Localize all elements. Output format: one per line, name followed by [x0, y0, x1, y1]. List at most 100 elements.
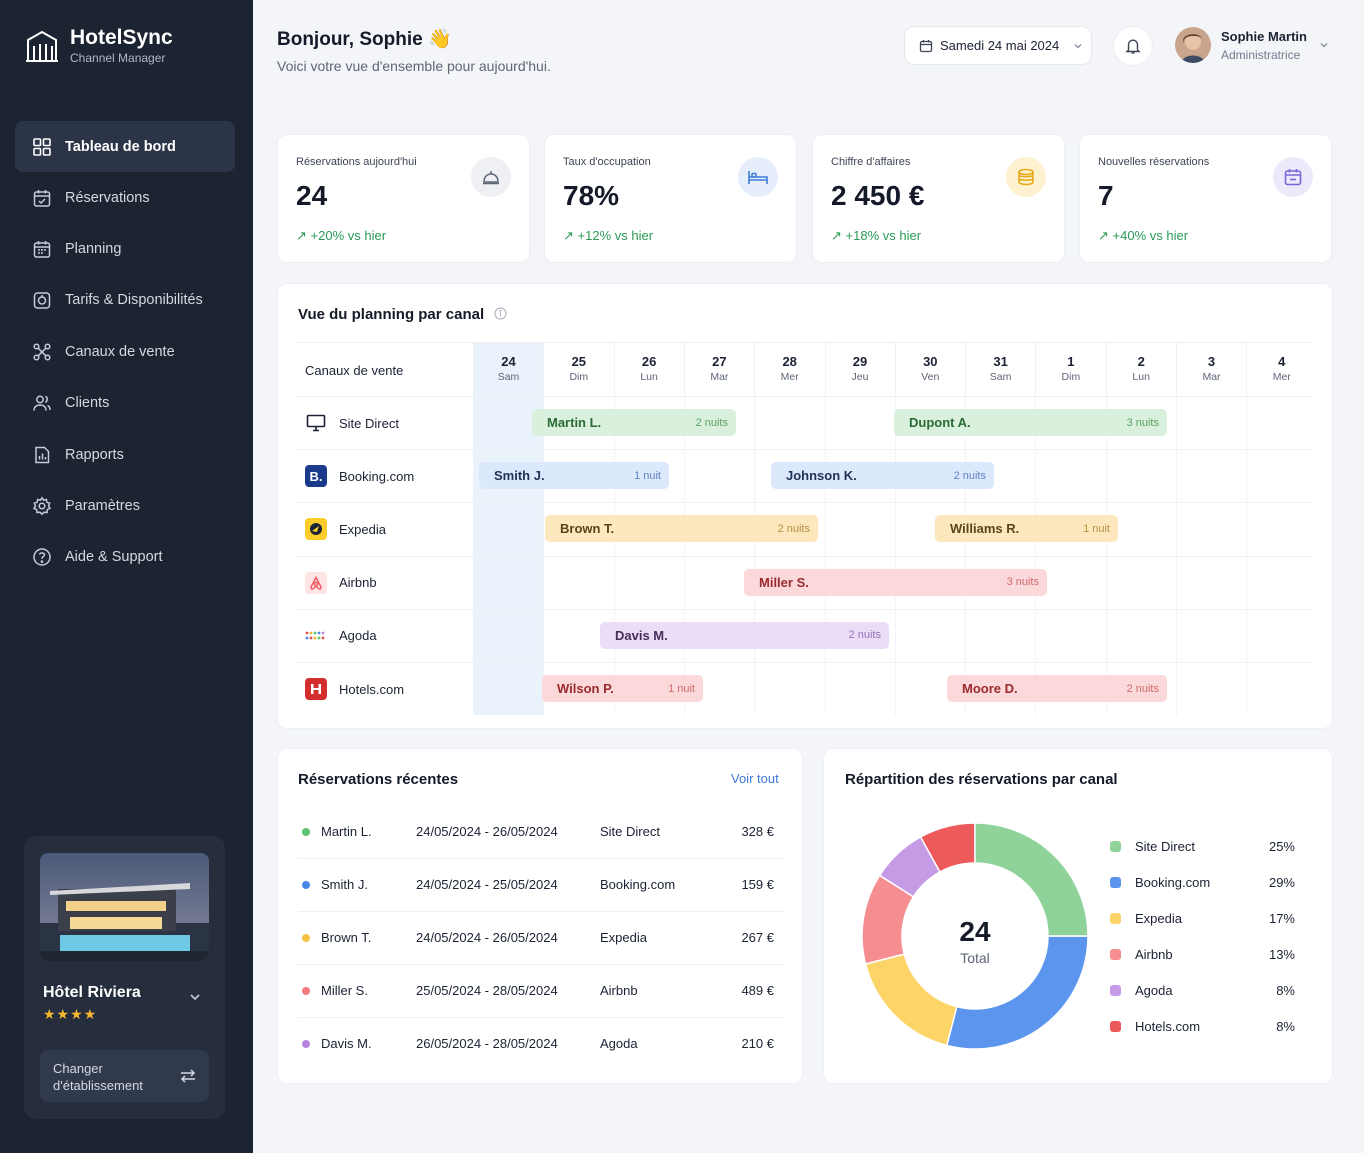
nav-label: Canaux de vente: [65, 343, 175, 360]
grid-row-line: [296, 608, 1314, 610]
current-date: Samedi 24 mai 2024: [940, 38, 1060, 53]
reservation-row[interactable]: Miller S. 25/05/2024 - 28/05/2024 Airbnb 48…: [298, 965, 784, 1018]
reservation-dates: 24/05/2024 - 26/05/2024: [416, 824, 558, 839]
greeting-title: Bonjour, Sophie 👋: [277, 29, 452, 50]
channel-row-label[interactable]: Site Direct: [305, 412, 399, 434]
info-icon[interactable]: [494, 307, 507, 320]
nav-item-channels[interactable]: Canaux de vente: [15, 326, 235, 377]
channel-row-label[interactable]: B. Booking.com: [305, 465, 415, 488]
grid-row-line: [296, 555, 1314, 557]
recent-title: Réservations récentes: [298, 771, 459, 788]
grid-column-line: [1176, 396, 1177, 715]
chevron-down-icon[interactable]: [1318, 39, 1330, 51]
booking-bar[interactable]: Martin L. 2 nuits: [532, 409, 736, 436]
day-name: Lun: [1132, 371, 1150, 383]
nav-label: Tableau de bord: [65, 138, 176, 155]
nav-item-settings[interactable]: Paramètres: [15, 480, 235, 531]
coins-icon: [1006, 157, 1046, 197]
expedia-icon: [305, 518, 327, 541]
user-name[interactable]: Sophie Martin: [1221, 29, 1307, 44]
channel-name: Site Direct: [339, 415, 399, 431]
reservation-row[interactable]: Smith J. 24/05/2024 - 25/05/2024 Booking.c…: [298, 859, 784, 912]
sidebar: HotelSync Channel Manager Tableau de bor…: [0, 0, 253, 1153]
channel-row-label[interactable]: Expedia: [305, 518, 386, 541]
day-name: Jeu: [851, 371, 869, 383]
view-all-link[interactable]: Voir tout: [731, 771, 779, 786]
nav-item-dashboard[interactable]: Tableau de bord: [15, 121, 235, 172]
channel-name: Expedia: [339, 521, 386, 537]
day-name: Ven: [921, 371, 940, 383]
day-name: Dim: [1061, 371, 1081, 383]
kpi-value: 24: [296, 180, 328, 211]
nav-label: Clients: [65, 395, 110, 412]
calendar-icon: [919, 39, 933, 52]
day-name: Mer: [1272, 371, 1291, 383]
booking-bar[interactable]: Brown T. 2 nuits: [545, 515, 818, 543]
reservation-row[interactable]: Davis M. 26/05/2024 - 28/05/2024 Agoda 210 …: [298, 1018, 784, 1071]
reservation-row[interactable]: Brown T. 24/05/2024 - 26/05/2024 Expedia 26…: [298, 912, 784, 965]
nav-item-rates[interactable]: Tarifs & Disponibilités: [15, 275, 235, 326]
day-header: 29 Jeu: [824, 342, 895, 396]
reservation-channel: Site Direct: [600, 824, 660, 839]
reservation-guest: Martin L.: [321, 824, 372, 839]
booking-bar[interactable]: Williams R. 1 nuit: [935, 515, 1118, 543]
channel-row-label[interactable]: Airbnb: [305, 571, 377, 594]
users-icon: [33, 395, 51, 411]
calendar-icon: [33, 241, 51, 258]
notifications-button[interactable]: [1113, 26, 1153, 66]
booking-bar[interactable]: Johnson K. 2 nuits: [771, 462, 994, 490]
donut-slice[interactable]: [945, 935, 1089, 1050]
day-number: 27: [712, 354, 727, 369]
booking-guest: Davis M.: [615, 627, 668, 643]
avatar[interactable]: [1175, 27, 1211, 63]
channel-name: Airbnb: [339, 575, 377, 591]
channel-name: Booking.com: [339, 468, 415, 484]
booking-nights: 3 nuits: [1126, 416, 1159, 429]
kpi-card-new-reservations: Nouvelles réservations 7 ↗ +40% vs hier: [1079, 134, 1332, 263]
kpi-label: Chiffre d'affaires: [831, 156, 911, 168]
booking-bar[interactable]: Davis M. 2 nuits: [600, 621, 889, 649]
donut-slice[interactable]: [861, 874, 915, 966]
day-number: 2: [1137, 354, 1145, 369]
kpi-label: Réservations aujourd'hui: [296, 156, 417, 168]
grid-column-line: [824, 396, 826, 715]
booking-bar[interactable]: Smith J. 1 nuit: [479, 462, 669, 490]
reservation-guest: Davis M.: [321, 1036, 372, 1051]
booking-bar[interactable]: Dupont A. 3 nuits: [894, 409, 1167, 436]
kpi-trend: ↗ +12% vs hier: [563, 228, 654, 243]
date-selector[interactable]: Samedi 24 mai 2024: [904, 26, 1092, 65]
donut-slice[interactable]: [878, 835, 941, 898]
donut-slice[interactable]: [974, 822, 1089, 937]
reservation-amount: 210 €: [741, 1036, 774, 1051]
booking-bar[interactable]: Wilson P. 1 nuit: [542, 675, 703, 702]
nav-item-reports[interactable]: Rapports: [15, 429, 235, 480]
switch-label: Changer: [53, 1061, 103, 1076]
nav-item-clients[interactable]: Clients: [15, 378, 235, 429]
day-header: 30 Ven: [894, 342, 965, 396]
legend-label: Airbnb: [1135, 947, 1173, 962]
day-name: Mer: [780, 371, 799, 383]
booking-nights: 3 nuits: [1006, 576, 1039, 589]
booking-nights: 2 nuits: [777, 522, 810, 535]
switch-establishment-button[interactable]: Changer d'établissement: [40, 1050, 209, 1102]
nav-item-planning[interactable]: Planning: [15, 223, 235, 274]
nav-item-reservations[interactable]: Réservations: [15, 172, 235, 223]
brand[interactable]: HotelSync Channel Manager: [24, 26, 173, 66]
hotel-name: Hôtel Riviera: [43, 984, 141, 1001]
grid-row-line: [296, 449, 1314, 451]
legend-label: Hotels.com: [1135, 1019, 1201, 1034]
donut-slice[interactable]: [864, 953, 958, 1047]
nav-label: Planning: [65, 241, 122, 258]
reservation-row[interactable]: Martin L. 24/05/2024 - 26/05/2024 Site Dir…: [298, 806, 784, 859]
nav-item-help[interactable]: Aide & Support: [15, 532, 235, 583]
legend-label: Booking.com: [1135, 875, 1211, 890]
booking-bar[interactable]: Moore D. 2 nuits: [947, 675, 1167, 702]
channel-row-label[interactable]: Agoda: [305, 625, 377, 647]
grid-column-line: [683, 396, 685, 715]
day-name: Dim: [569, 371, 589, 383]
booking-bar[interactable]: Miller S. 3 nuits: [744, 568, 1047, 596]
reservations-icon: [33, 189, 51, 207]
switch-label: d'établissement: [53, 1078, 143, 1093]
channel-row-label[interactable]: Hotels.com: [305, 678, 404, 700]
chevron-down-icon[interactable]: [188, 990, 202, 1004]
